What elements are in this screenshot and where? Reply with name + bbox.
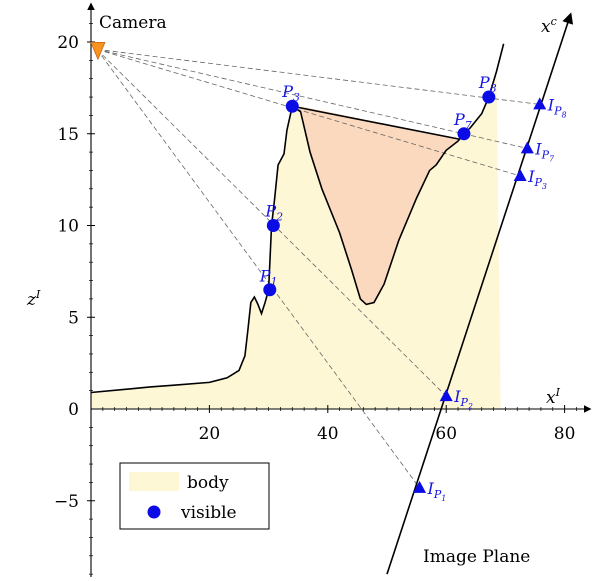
y-axis-label-sup: I [35, 288, 41, 301]
image-point-marker [513, 168, 527, 181]
legend-body-swatch [129, 472, 179, 491]
visible-point [285, 99, 299, 113]
point-label-subsub: 3 [542, 182, 547, 191]
minor-ticks [89, 23, 577, 575]
legend-visible-label: visible [180, 503, 237, 523]
x-axis-label: xI [546, 386, 561, 408]
legend-visible-dot [147, 505, 161, 519]
projection-ray [96, 49, 420, 489]
y-tick-label: 20 [57, 33, 79, 53]
image-point-marker [520, 141, 534, 154]
point-label: IP7 [534, 139, 555, 163]
point-label-main: I [453, 387, 461, 406]
image-point-marker [413, 480, 427, 493]
shaded-region [300, 106, 460, 305]
point-label-main: I [527, 167, 535, 186]
y-tick-label: 10 [57, 217, 79, 237]
point-label: IP1 [427, 479, 447, 503]
y-axis-label: zI [26, 288, 41, 310]
point-label-sub: 8 [490, 82, 497, 95]
point-label: P8 [478, 73, 497, 95]
visible-point [266, 219, 280, 232]
projection-ray [96, 48, 540, 105]
image-plane-label: Image Plane [423, 547, 530, 567]
point-label-main: I [547, 95, 555, 114]
point-label: P2 [264, 202, 283, 224]
point-label: P1 [259, 267, 278, 289]
image-plane-axis-label: xc [541, 15, 557, 37]
point-label: P7 [453, 110, 472, 132]
point-label-sub: P [534, 176, 543, 189]
point-label-sub: 2 [275, 211, 283, 224]
point-label-main: I [534, 139, 542, 158]
point-label-subsub: 7 [549, 154, 555, 163]
point-label: IP8 [547, 95, 567, 119]
point-label-subsub: 2 [467, 402, 473, 411]
y-axis-label-main: z [26, 290, 37, 310]
image-plane-axis-sup: c [551, 15, 557, 28]
y-tick-label: 0 [68, 400, 79, 420]
point-label: IP2 [453, 387, 473, 411]
point-label-sub: P [541, 148, 550, 161]
image-point-marker [533, 97, 547, 110]
body-outline [90, 43, 505, 394]
point-label-main: P [478, 73, 490, 92]
point-label-subsub: 8 [561, 110, 566, 119]
y-tick-label: −5 [54, 492, 79, 512]
x-axis-label-sup: I [555, 386, 561, 399]
visible-point [263, 283, 277, 297]
point-label-main: P [264, 202, 276, 221]
y-tick-labels: 20 15 10 5 0 −5 [54, 33, 79, 512]
point-label-sub: P [553, 104, 562, 117]
point-label-main: P [453, 110, 465, 129]
projection-rays [96, 48, 540, 489]
point-label-subsub: 1 [441, 494, 446, 503]
x-tick-label: 60 [435, 424, 457, 444]
x-tick-label: 40 [317, 424, 339, 444]
visible-point [457, 127, 471, 141]
point-label-sub: P [460, 396, 469, 409]
point-label: P3 [281, 82, 300, 104]
camera-icon [90, 41, 106, 61]
camera-label: Camera [99, 13, 167, 33]
legend-body-label: body [187, 473, 229, 493]
point-label-sub: P [433, 488, 442, 501]
point-label-sub: 1 [271, 276, 278, 289]
projection-ray [96, 48, 521, 177]
x-tick-labels: 20 40 60 80 [199, 424, 576, 444]
point-label-sub: 7 [465, 119, 472, 132]
projection-ray [96, 48, 528, 149]
body-region [91, 71, 501, 410]
x-tick-label: 80 [554, 424, 576, 444]
point-label: IP3 [527, 167, 547, 191]
point-label-main: P [259, 267, 271, 286]
point-label-main: P [281, 82, 293, 101]
x-axis-label-main: x [546, 388, 556, 408]
point-label-sub: 3 [293, 91, 300, 104]
point-label-main: I [427, 479, 435, 498]
shaded-top-edge [292, 105, 460, 141]
y-tick-label: 5 [68, 308, 79, 328]
image-point-marker [439, 389, 453, 402]
legend: body visible [119, 462, 270, 530]
image-plane-axis-main: x [541, 17, 551, 37]
projection-ray [96, 49, 447, 397]
x-tick-label: 20 [199, 424, 221, 444]
visible-point [482, 90, 496, 104]
y-tick-label: 15 [57, 125, 79, 145]
